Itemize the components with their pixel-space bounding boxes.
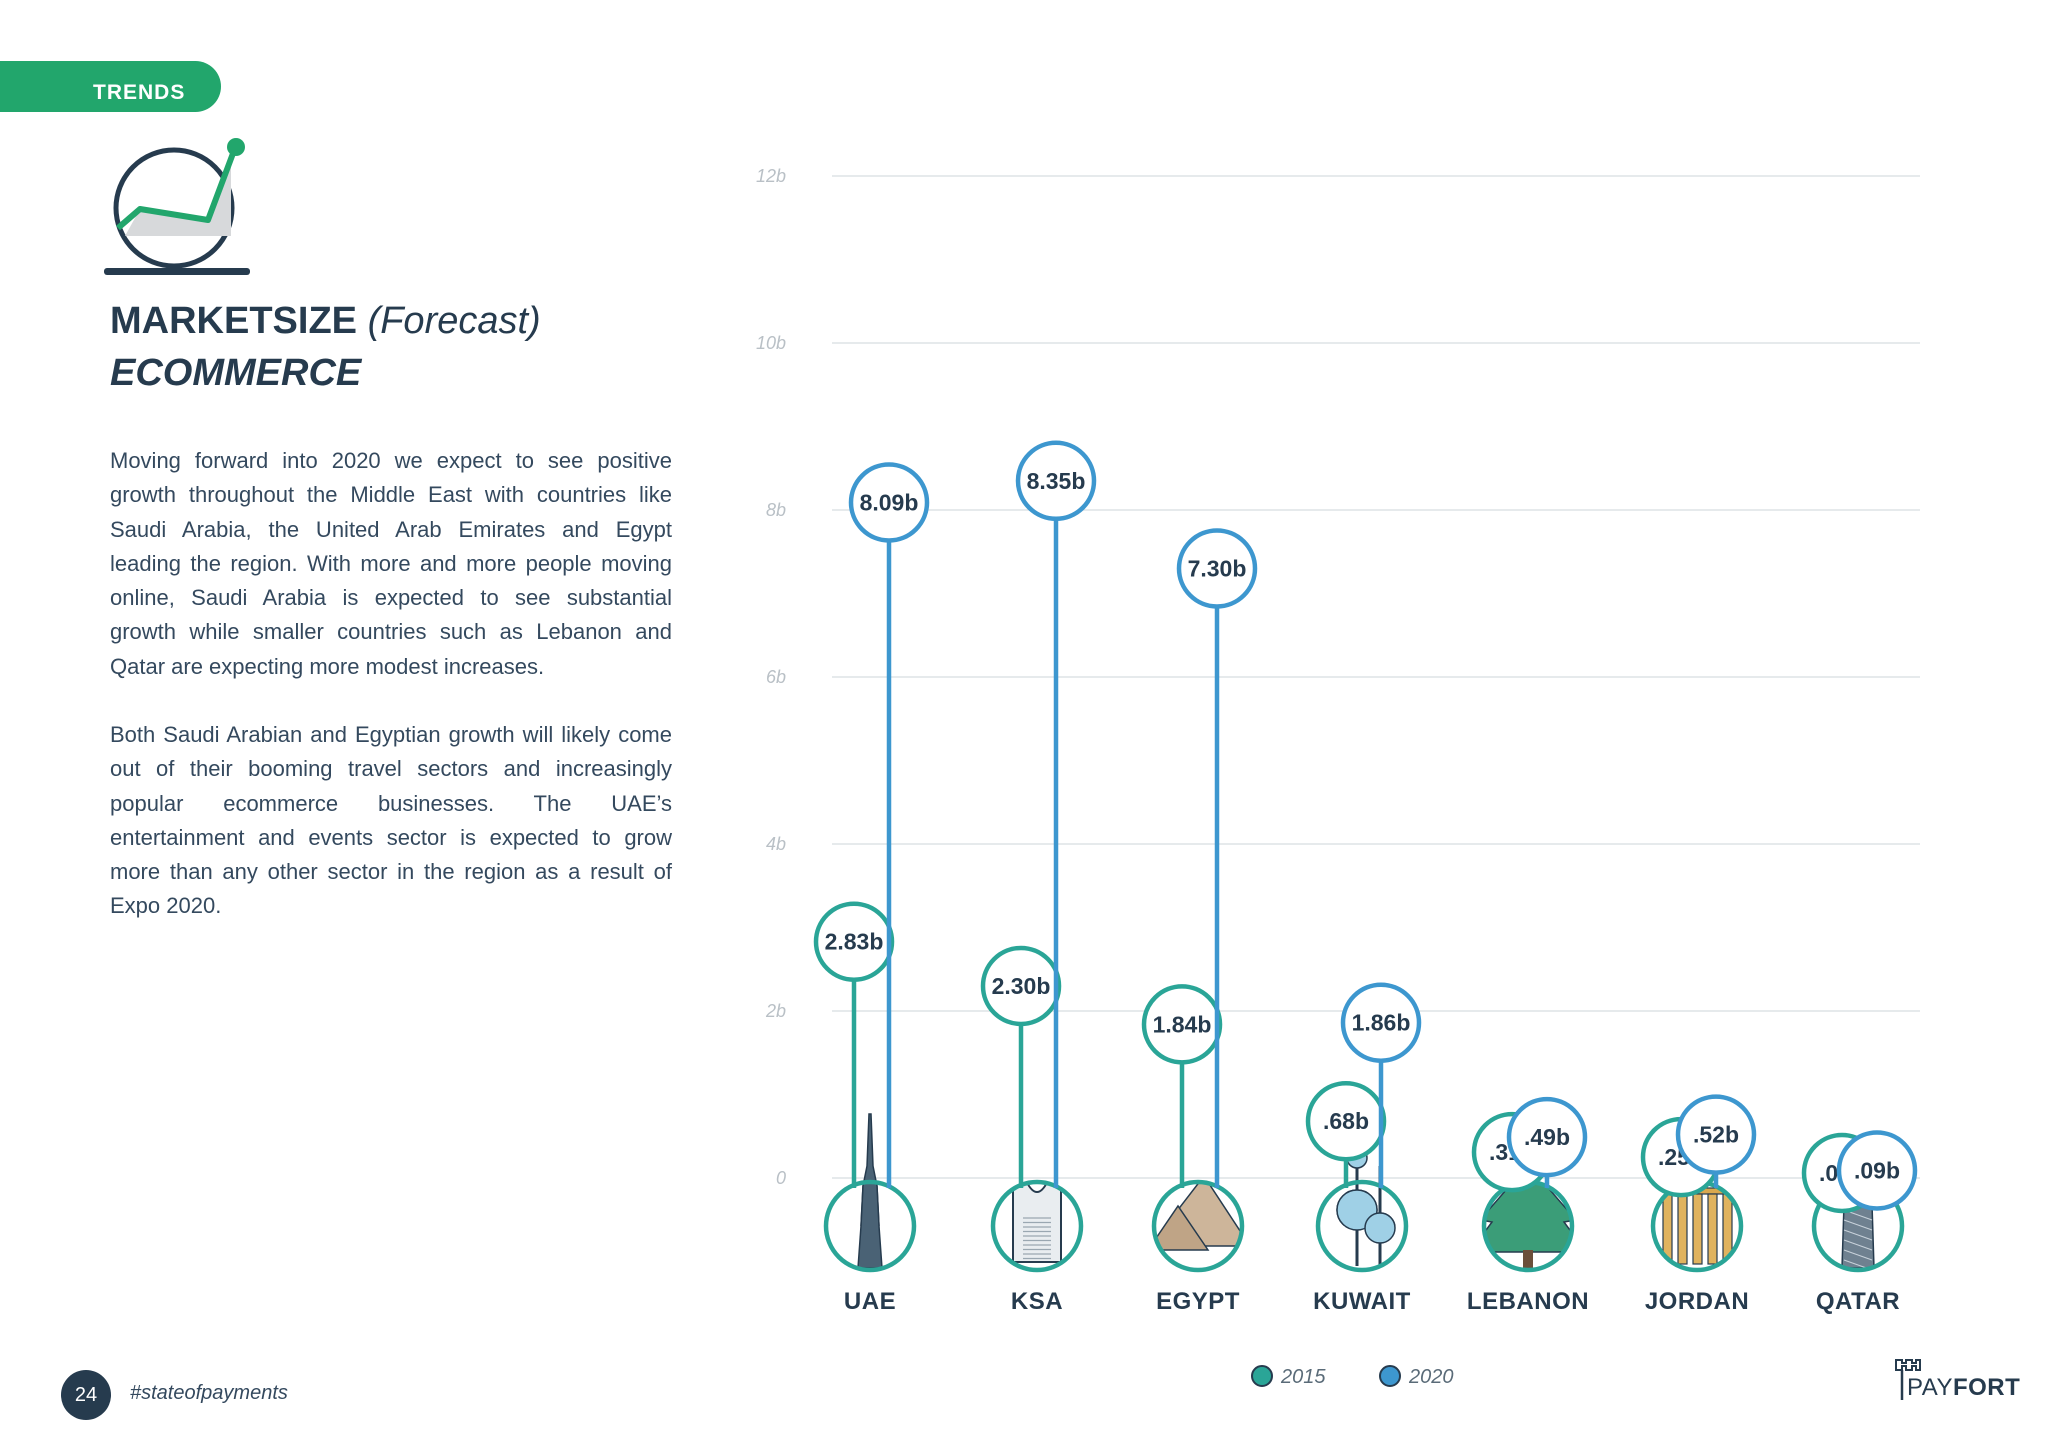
legend-label: 2015 (1280, 1366, 1326, 1388)
jerash-columns-icon (1650, 1179, 1744, 1273)
bubble-2020 (1176, 528, 1258, 609)
category-circle (1151, 1179, 1245, 1273)
category-label: KUWAIT (1313, 1288, 1411, 1315)
y-tick-label: 2b (765, 1001, 786, 1021)
chart-icons (823, 1113, 1905, 1273)
bubble-2015 (1305, 1080, 1387, 1162)
pyramids-icon (1151, 1179, 1245, 1273)
value-label-2020: 7.30b (1188, 555, 1247, 581)
value-label-2020: .49b (1524, 1124, 1570, 1150)
bubble-2015 (1141, 984, 1223, 1065)
bubble-2020 (1836, 1130, 1918, 1211)
point-2015-kuwait: .68b (1305, 1080, 1387, 1188)
value-label-2015: 2.83b (825, 929, 884, 955)
category-circle (823, 1179, 917, 1273)
legend-label: 2020 (1408, 1366, 1454, 1388)
page-number: 24 (61, 1370, 111, 1420)
page-title: MARKETSIZE (Forecast) (110, 300, 541, 343)
bubble-2020 (1675, 1094, 1757, 1175)
point-2015-uae: 2.83b (813, 901, 895, 1188)
kingdom-centre-icon (990, 1179, 1084, 1273)
section-tab-label: TRENDS (93, 81, 186, 104)
chart-category-labels: UAE KSA EGYPT KUWAIT LEBANON JORDAN QATAR (844, 1288, 1900, 1315)
kuwait-towers-icon (1315, 1146, 1409, 1273)
bubble-2020 (848, 462, 930, 543)
point-2020-jordan: .52b (1675, 1094, 1757, 1188)
point-2020-uae: 8.09b (848, 462, 930, 1188)
value-label-2020: 8.09b (860, 489, 919, 515)
category-label: KSA (1011, 1288, 1063, 1315)
chart-marks: 2.83b2.30b1.84b.68b.31b.25b.04b8.09b8.35… (813, 440, 1918, 1214)
title-main: MARKETSIZE (110, 300, 357, 342)
value-label-2015: 2.30b (992, 973, 1051, 999)
point-2015-ksa: 2.30b (980, 945, 1062, 1188)
cedar-tree-icon (1481, 1179, 1575, 1273)
legend-item-2015: 2015 (1251, 1365, 1326, 1388)
hashtag: #stateofpayments (130, 1382, 288, 1404)
bubble-2020 (1340, 982, 1422, 1063)
point-2020-ksa: 8.35b (1015, 440, 1097, 1188)
point-2020-egypt: 7.30b (1176, 528, 1258, 1188)
y-tick-label: 8b (766, 500, 786, 520)
point-2020-qatar: .09b (1836, 1130, 1918, 1211)
brand-logo: PAYFORT (1907, 1374, 2020, 1402)
point-2020-lebanon: .49b (1506, 1096, 1588, 1188)
legend-swatch (1379, 1365, 1401, 1387)
castle-logo-icon (1895, 1359, 1921, 1400)
category-label: JORDAN (1645, 1288, 1749, 1315)
legend-item-2020: 2020 (1379, 1365, 1454, 1388)
chart-grid: 0 2b 4b 6b 8b 10b 12b (756, 166, 1920, 1188)
body-paragraph-1: Moving forward into 2020 we expect to se… (110, 448, 672, 679)
value-label-2015: .68b (1323, 1108, 1369, 1134)
bubble-2020 (1015, 440, 1097, 522)
growth-chart-icon (104, 138, 250, 275)
legend-swatch (1251, 1365, 1273, 1387)
chart-legend: 2015 2020 (1251, 1365, 1454, 1388)
point-2015-egypt: 1.84b (1141, 984, 1223, 1188)
value-label-2020: .52b (1693, 1122, 1739, 1148)
y-tick-label: 6b (766, 667, 786, 687)
category-label: UAE (844, 1288, 896, 1315)
point-2020-kuwait: 1.86b (1340, 982, 1422, 1188)
brand-prefix: PAY (1907, 1374, 1953, 1401)
category-circle (1315, 1179, 1409, 1273)
page-subtitle: ECOMMERCE (110, 352, 362, 394)
value-label-2015: 1.84b (1153, 1011, 1212, 1037)
title-paren: (Forecast) (367, 300, 541, 342)
value-label-2020: 1.86b (1352, 1010, 1411, 1036)
body-paragraph-2: Both Saudi Arabian and Egyptian growth w… (110, 722, 672, 919)
category-circle (990, 1179, 1084, 1273)
y-tick-label: 10b (756, 333, 786, 353)
bubble-2015 (813, 901, 895, 982)
y-tick-label: 12b (756, 166, 786, 186)
brand-suffix: FORT (1952, 1374, 2021, 1401)
y-tick-label: 4b (766, 834, 786, 854)
category-label: QATAR (1816, 1288, 1900, 1315)
bubble-2020 (1506, 1096, 1588, 1178)
bubble-2015 (980, 945, 1062, 1027)
value-label-2020: .09b (1854, 1157, 1900, 1183)
burj-khalifa-icon (823, 1113, 917, 1273)
y-tick-label: 0 (776, 1168, 786, 1188)
category-label: LEBANON (1467, 1288, 1589, 1315)
value-label-2020: 8.35b (1027, 468, 1086, 494)
section-tab: TRENDS (0, 61, 221, 112)
category-label: EGYPT (1156, 1288, 1240, 1315)
